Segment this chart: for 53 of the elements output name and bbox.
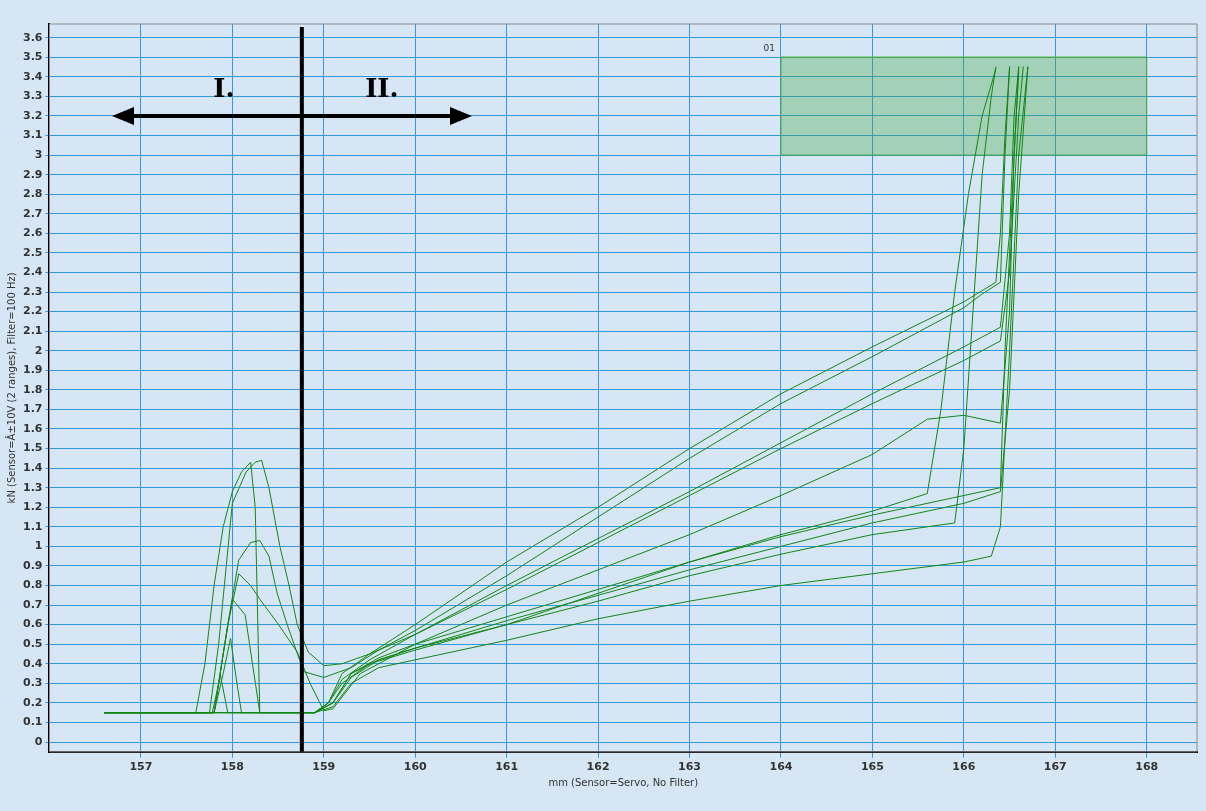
y-tick-label: 1.3 — [22, 480, 43, 494]
y-tick-label: 0 — [34, 734, 43, 748]
y-tick-label: 2.7 — [22, 206, 43, 220]
x-tick-label: 158 — [220, 760, 244, 774]
x-tick-label: 163 — [678, 760, 702, 774]
y-tick-label: 0.5 — [22, 637, 43, 651]
y-tick-label: 2.8 — [22, 187, 43, 201]
y-tick-label: 0.4 — [22, 656, 43, 670]
y-tick-label: 3.4 — [22, 69, 43, 83]
x-tick-label: 167 — [1043, 760, 1067, 774]
y-tick-label: 2.3 — [22, 284, 43, 298]
x-tick-label: 164 — [769, 760, 793, 774]
y-tick-label: 0.8 — [22, 578, 43, 592]
y-tick-label: 1.8 — [22, 382, 43, 396]
y-tick-label: 1.9 — [22, 363, 43, 377]
y-tick-label: 2 — [34, 343, 43, 357]
y-tick-label: 3.6 — [22, 30, 43, 44]
y-tick-label: 1.7 — [22, 402, 43, 416]
y-tick-label: 3.3 — [22, 89, 43, 103]
y-tick-label: 0.3 — [22, 676, 43, 690]
x-tick-label: 161 — [495, 760, 519, 774]
y-tick-label: 3.1 — [22, 128, 43, 142]
y-tick-label: 2.1 — [22, 324, 43, 338]
series-label: 01 — [763, 43, 775, 54]
y-tick-label: 3.2 — [22, 108, 43, 122]
y-tick-label: 3 — [34, 147, 43, 161]
y-tick-label: 2.4 — [22, 265, 43, 279]
x-tick-label: 166 — [952, 760, 976, 774]
x-tick-label: 165 — [860, 760, 884, 774]
x-tick-label: 168 — [1135, 760, 1159, 774]
y-tick-label: 3.5 — [22, 50, 43, 64]
y-tick-label: 0.9 — [22, 558, 43, 572]
y-tick-label: 0.7 — [22, 597, 43, 611]
y-tick-label: 2.5 — [22, 245, 43, 259]
x-tick-label: 157 — [129, 760, 153, 774]
y-tick-label: 1.5 — [22, 441, 43, 455]
y-tick-label: 1.1 — [22, 519, 43, 533]
y-tick-label: 1.4 — [22, 460, 43, 474]
x-axis-title: mm (Sensor=Servo, No Filter) — [548, 776, 699, 788]
annotation: II. — [365, 73, 399, 103]
y-tick-label: 0.6 — [22, 617, 43, 631]
x-tick-label: 160 — [403, 760, 428, 774]
x-tick-label: 162 — [586, 760, 610, 774]
y-axis-title: kN (Sensor=Â±10V (2 ranges), Filter=100 Hz) — [4, 272, 17, 504]
y-tick-label: 1.2 — [22, 500, 43, 514]
y-tick-label: 0.1 — [22, 715, 43, 729]
y-tick-label: 1.6 — [22, 421, 43, 435]
y-tick-label: 2.9 — [22, 167, 43, 181]
y-tick-label: 0.2 — [22, 695, 43, 709]
x-tick-label: 159 — [312, 760, 336, 774]
y-tick-label: 2.6 — [22, 226, 43, 240]
y-tick-label: 1 — [34, 539, 43, 553]
y-tick-label: 2.2 — [22, 304, 43, 318]
